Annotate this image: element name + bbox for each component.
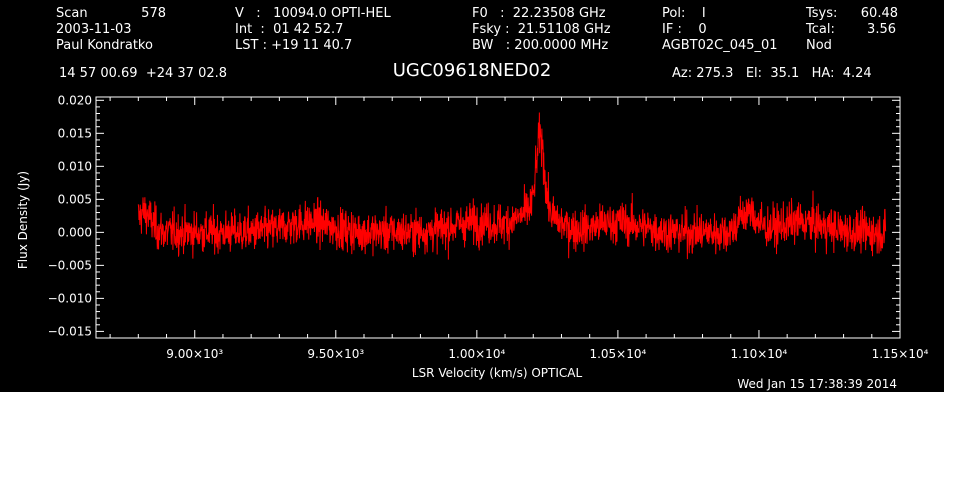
- y-axis: 0.020 0.015 0.010 0.005 0.000 −0.005 −0.010 −0.…: [48, 93, 900, 338]
- obs-mode: Nod: [806, 38, 832, 53]
- y-axis-label: Flux Density (Jy): [16, 171, 30, 269]
- source-title: UGC09618NED02: [392, 60, 552, 81]
- y-tick-label: 0.010: [58, 159, 92, 173]
- spectrum-trace: [137, 112, 887, 260]
- project-id: AGBT02C_045_01: [662, 38, 778, 53]
- sky-frequency-line: Fsky : 21.51108 GHz: [472, 22, 611, 37]
- spectrum-chart: 9.00×10³ 9.50×10³ 1.00×10⁴ 1.05×10⁴ 1.10×10⁴…: [16, 93, 929, 391]
- if-line: IF : 0: [662, 22, 707, 37]
- spectrum-line: [137, 112, 887, 260]
- x-tick-label: 1.15×10⁴: [872, 347, 929, 361]
- observer-name: Paul Kondratko: [56, 38, 153, 53]
- tcal-value: 3.56: [867, 22, 896, 37]
- y-tick-label: −0.005: [48, 258, 92, 272]
- source-coordinates: 14 57 00.69 +24 37 02.8: [59, 66, 228, 81]
- y-tick-label: −0.010: [48, 291, 92, 305]
- scan-label: Scan: [56, 6, 88, 21]
- x-tick-label: 9.50×10³: [307, 347, 364, 361]
- rest-frequency-line: F0 : 22.23508 GHz: [472, 6, 606, 21]
- tcal-label: Tcal:: [806, 22, 835, 37]
- lst-line: LST : +19 11 40.7: [235, 38, 353, 53]
- x-tick-label: 9.00×10³: [166, 347, 223, 361]
- x-tick-label: 1.05×10⁴: [589, 347, 646, 361]
- bandwidth-line: BW : 200.0000 MHz: [472, 38, 609, 53]
- y-tick-label: 0.020: [58, 93, 92, 107]
- velocity-line: V : 10094.0 OPTI-HEL: [235, 6, 391, 21]
- y-tick-label: 0.005: [58, 192, 92, 206]
- tsys-label: Tsys:: [806, 6, 838, 21]
- x-axis: 9.00×10³ 9.50×10³ 1.00×10⁴ 1.05×10⁴ 1.10×10⁴…: [109, 97, 929, 361]
- y-tick-label: 0.000: [58, 225, 92, 239]
- plot-frame: [95, 96, 901, 339]
- pointing-info: Az: 275.3 El: 35.1 HA: 4.24: [672, 66, 872, 81]
- x-tick-label: 1.10×10⁴: [731, 347, 788, 361]
- plot-border: [95, 96, 901, 339]
- scan-number: 578: [141, 6, 166, 21]
- x-axis-label: LSR Velocity (km/s) OPTICAL: [412, 366, 583, 380]
- integration-line: Int : 01 42 52.7: [235, 22, 344, 37]
- y-tick-label: 0.015: [58, 126, 92, 140]
- x-tick-label: 1.00×10⁴: [448, 347, 505, 361]
- tsys-value: 60.48: [860, 6, 898, 21]
- plot-timestamp: Wed Jan 15 17:38:39 2014: [737, 377, 897, 391]
- spectrum-panel: Scan 578 2003-11-03 Paul Kondratko V : 1…: [0, 0, 944, 392]
- polarization-line: Pol: I: [662, 6, 706, 21]
- y-tick-label: −0.015: [48, 324, 92, 338]
- obs-date: 2003-11-03: [56, 22, 132, 37]
